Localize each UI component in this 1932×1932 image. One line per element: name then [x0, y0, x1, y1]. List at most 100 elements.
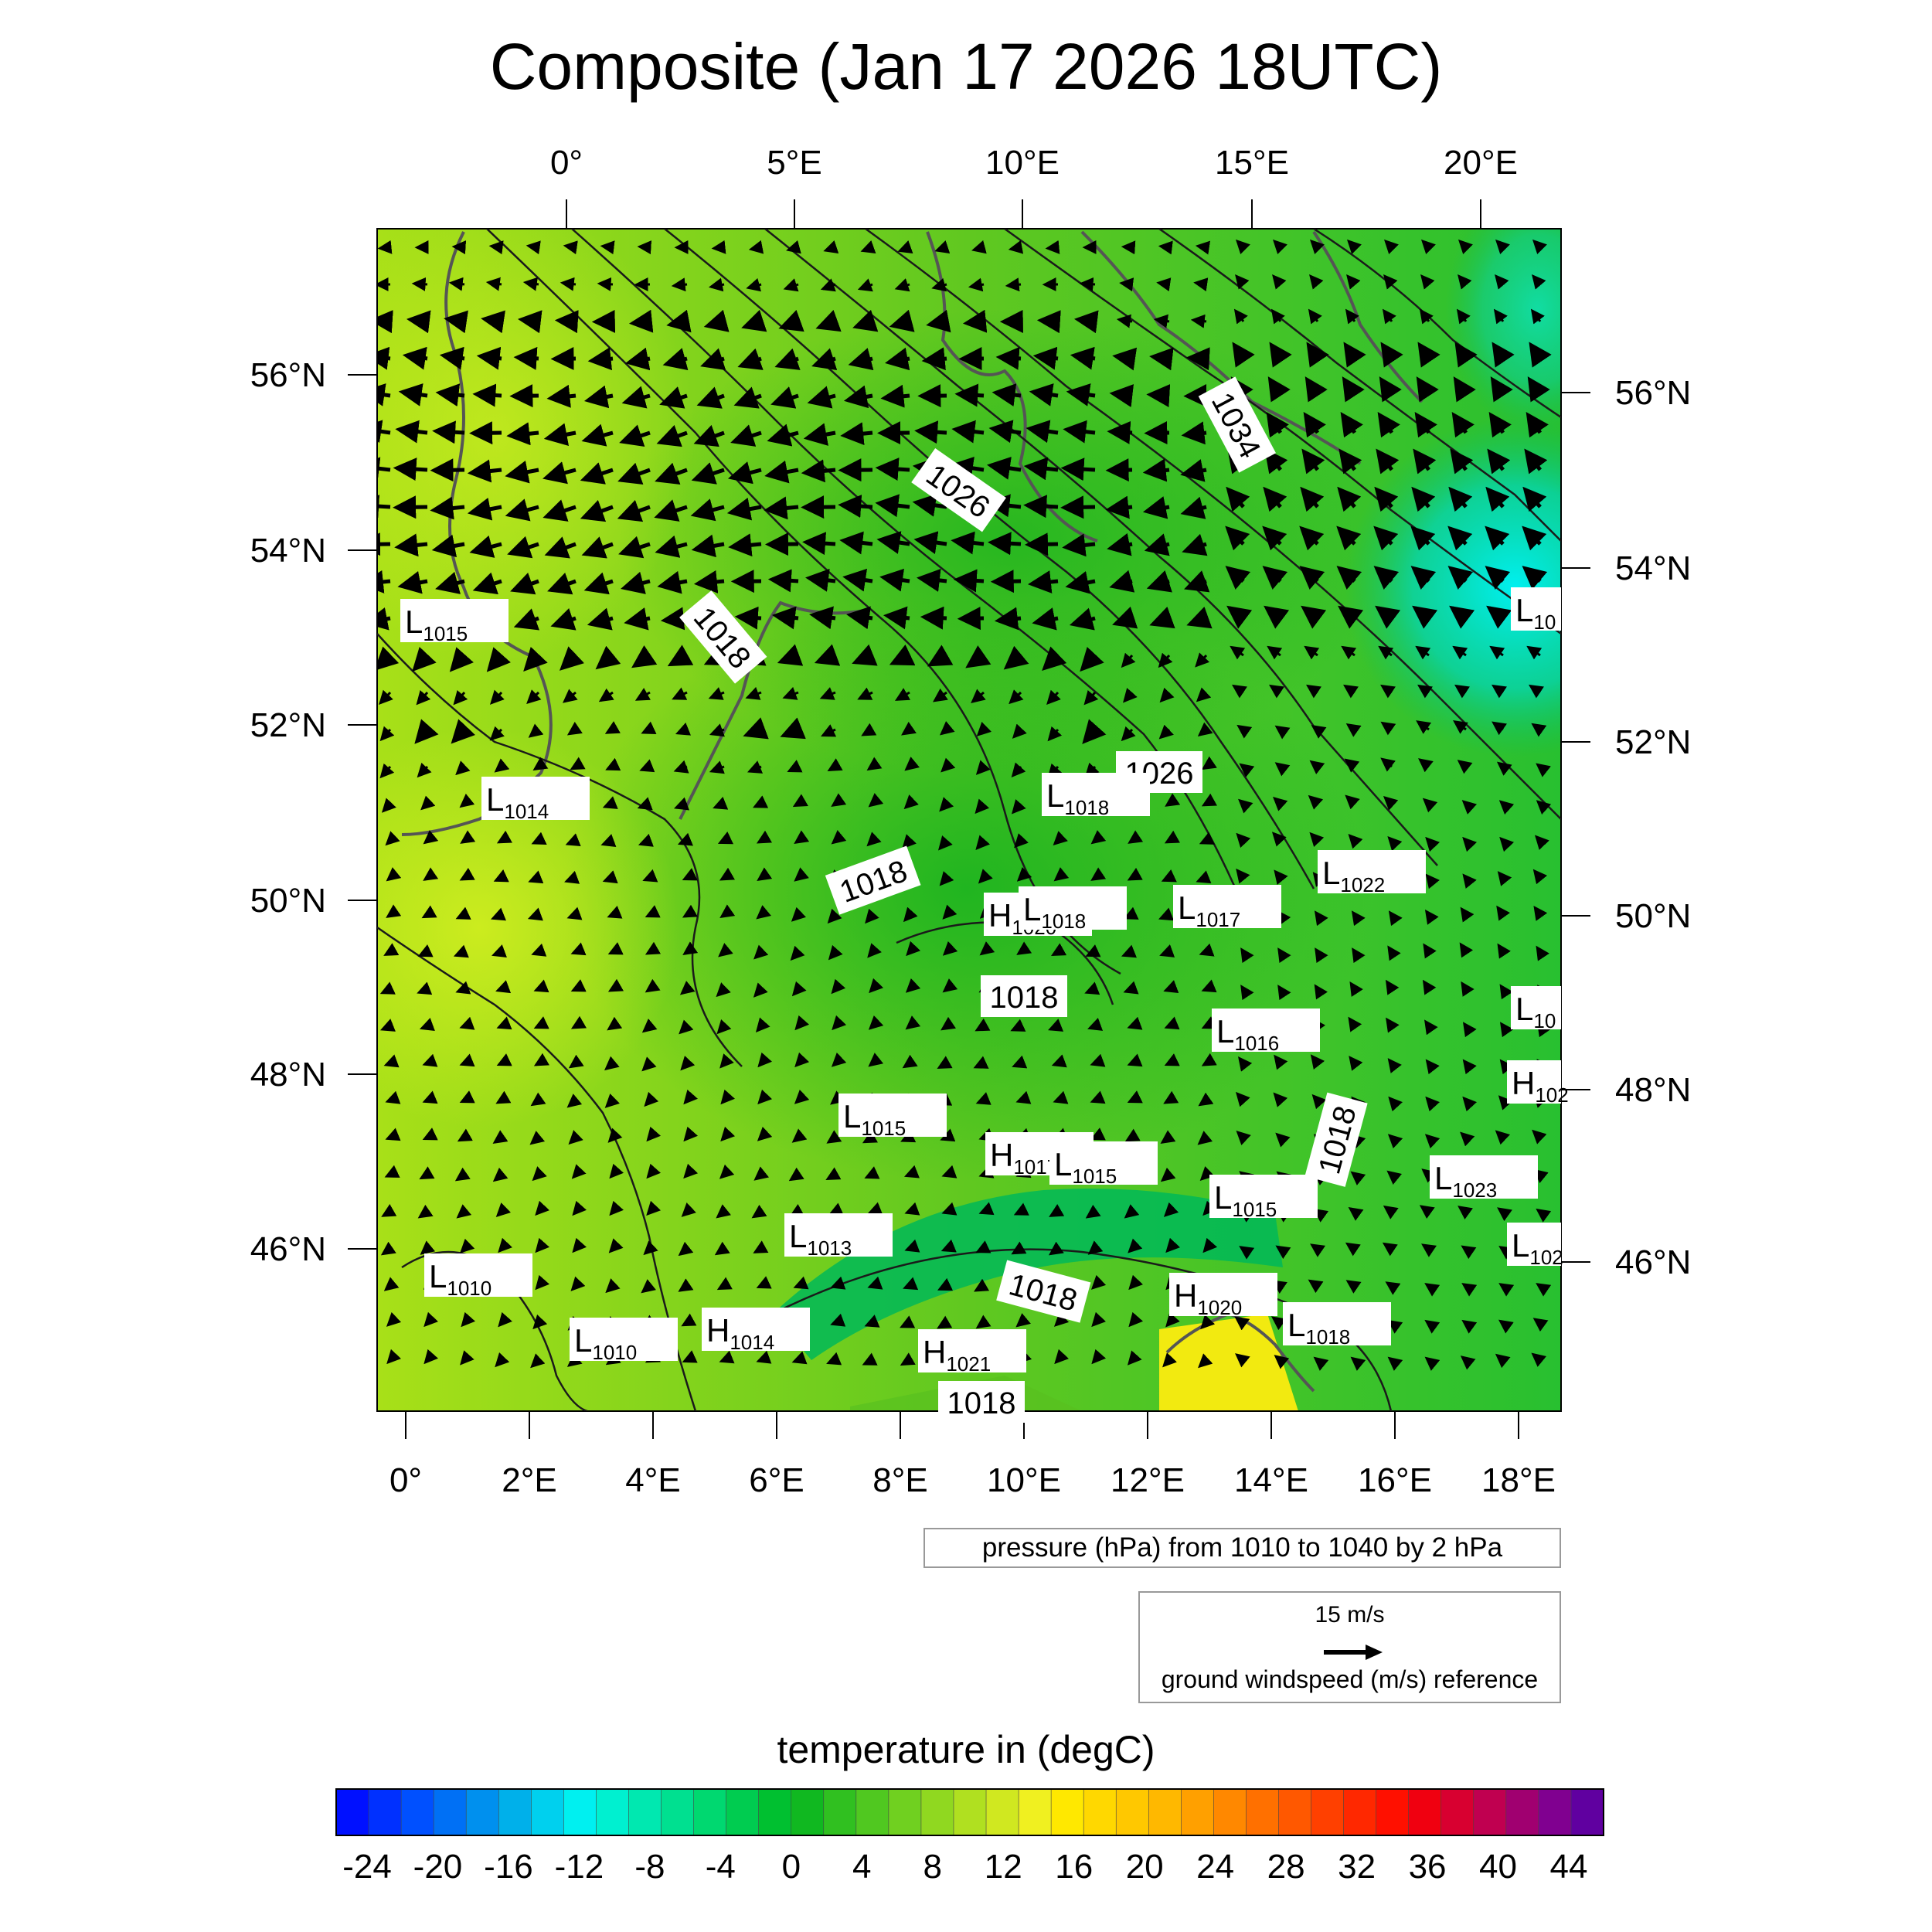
- wind-vector: [1344, 758, 1360, 773]
- wind-vector: [1239, 1246, 1255, 1260]
- wind-vector: [1225, 566, 1251, 590]
- wind-vector: [714, 1241, 730, 1256]
- wind-vector: [1485, 566, 1511, 590]
- wind-vector: [1447, 566, 1474, 590]
- colorbar-swatch: [1018, 1788, 1052, 1836]
- wind-vector: [1156, 277, 1172, 292]
- colorbar-swatch: [855, 1788, 889, 1836]
- wind-vector: [1046, 689, 1061, 706]
- wind-vector: [1196, 687, 1212, 702]
- wind-vector: [1345, 723, 1362, 737]
- wind-vector: [753, 944, 769, 960]
- wind-vector: [486, 647, 511, 672]
- wind-vector: [1309, 832, 1325, 848]
- wind-vector: [459, 1053, 475, 1067]
- wind-vector: [634, 688, 651, 701]
- wind-vector: [570, 979, 587, 992]
- wind-vector: [1082, 719, 1107, 744]
- colorbar-swatch: [1473, 1788, 1507, 1836]
- wind-vector: [621, 386, 651, 409]
- wind-vector: [1226, 605, 1253, 629]
- wind-vector: [435, 571, 465, 594]
- wind-vector: [1090, 1090, 1106, 1104]
- wind-vector: [745, 686, 762, 700]
- wind-vector: [532, 1314, 548, 1330]
- wind-vector: [1522, 526, 1547, 551]
- wind-vector: [621, 571, 651, 594]
- wind-vector: [543, 423, 577, 446]
- wind-vector: [1492, 721, 1507, 736]
- wind-vector: [902, 1054, 918, 1069]
- wind-vector: [1309, 760, 1325, 774]
- wind-vector: [889, 309, 915, 332]
- wind-vector: [868, 1015, 884, 1030]
- wind-vector: [830, 1090, 845, 1105]
- wind-vector: [828, 944, 843, 961]
- wind-vector: [531, 943, 547, 957]
- wind-vector: [1413, 448, 1437, 474]
- wind-vector: [644, 1091, 659, 1107]
- wind-vector: [1013, 1202, 1029, 1216]
- colorbar-swatch: [1278, 1788, 1312, 1836]
- wind-vector: [1536, 800, 1552, 815]
- wind-vector: [1272, 274, 1287, 290]
- wind-vector: [645, 905, 661, 918]
- wind-vector: [451, 719, 476, 744]
- wind-vector: [1069, 607, 1096, 631]
- wind-vector: [1276, 1171, 1292, 1185]
- wind-vector: [528, 870, 544, 884]
- wind-vector: [430, 496, 465, 520]
- wind-vector: [1277, 985, 1291, 1001]
- wind-vector: [1498, 1246, 1515, 1260]
- wind-vector: [607, 978, 624, 992]
- wind-vector: [654, 499, 688, 522]
- wind-vector: [1274, 1054, 1288, 1070]
- svg-text:1018: 1018: [947, 1386, 1016, 1420]
- svg-text:L1015: L1015: [843, 1098, 906, 1140]
- bottom-lon-label: 8°E: [872, 1461, 927, 1499]
- wind-vector: [607, 905, 623, 919]
- svg-text:L1013: L1013: [789, 1218, 852, 1260]
- wind-vector: [1127, 867, 1143, 881]
- wind-vector: [777, 644, 804, 666]
- wind-vector: [1163, 980, 1179, 994]
- wind-vector: [1023, 495, 1059, 519]
- wind-vector: [1315, 947, 1328, 964]
- wind-vector: [607, 1128, 623, 1143]
- wind-vector: [1348, 1206, 1364, 1221]
- wind-vector: [1345, 308, 1359, 325]
- wind-vector: [469, 535, 502, 558]
- wind-vector: [1198, 1353, 1213, 1369]
- wind-vector: [489, 726, 505, 741]
- wind-vector: [801, 459, 836, 483]
- wind-vector: [821, 724, 837, 737]
- wind-vector: [417, 944, 434, 957]
- wind-vector: [1419, 1205, 1435, 1219]
- wind-vector: [526, 689, 542, 705]
- wind-vector: [1495, 239, 1511, 255]
- wind-vector: [1236, 724, 1253, 739]
- wind-vector: [416, 689, 431, 706]
- wind-vector: [691, 462, 725, 485]
- svg-text:L1015: L1015: [1054, 1146, 1117, 1188]
- wind-vector: [423, 830, 439, 845]
- wind-vector: [1526, 645, 1543, 660]
- wind-vector: [1522, 566, 1548, 590]
- wind-vector: [643, 1240, 658, 1256]
- colorbar-swatch: [1408, 1788, 1442, 1836]
- wind-vector: [1163, 1090, 1179, 1104]
- wind-vector: [379, 981, 396, 995]
- wind-vector: [1495, 274, 1509, 290]
- wind-vector: [1527, 376, 1550, 403]
- wind-vector: [1267, 376, 1291, 403]
- wind-vector: [1235, 239, 1251, 255]
- wind-vector: [791, 1351, 808, 1365]
- wind-vector: [386, 1311, 402, 1327]
- wind-vector: [457, 1128, 473, 1142]
- low-pressure-marker: L1018: [1042, 773, 1150, 819]
- wind-vector: [988, 420, 1022, 444]
- wind-vector: [1053, 1311, 1070, 1327]
- wind-vector: [1090, 830, 1107, 845]
- wind-vector: [1308, 1279, 1324, 1294]
- svg-text:L1023: L1023: [1434, 1160, 1497, 1202]
